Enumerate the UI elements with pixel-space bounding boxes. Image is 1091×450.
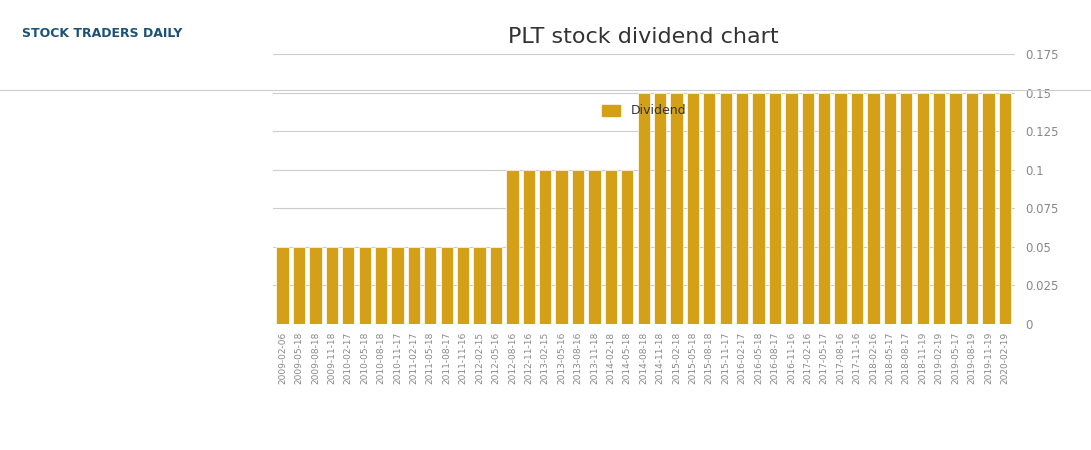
Legend: Dividend: Dividend bbox=[598, 101, 690, 121]
Bar bbox=[867, 93, 879, 324]
Text: STOCK TRADERS DAILY: STOCK TRADERS DAILY bbox=[22, 27, 182, 40]
Bar bbox=[753, 93, 765, 324]
Bar bbox=[326, 247, 338, 324]
Bar bbox=[949, 93, 961, 324]
Bar bbox=[998, 93, 1011, 324]
Text: PLT stock dividend chart: PLT stock dividend chart bbox=[508, 27, 779, 47]
Bar bbox=[588, 170, 601, 324]
Bar bbox=[473, 247, 485, 324]
Bar bbox=[900, 93, 912, 324]
Bar bbox=[966, 93, 979, 324]
Bar bbox=[392, 247, 404, 324]
Bar bbox=[835, 93, 847, 324]
Bar bbox=[343, 247, 355, 324]
Bar bbox=[704, 93, 716, 324]
Bar bbox=[736, 93, 748, 324]
Bar bbox=[884, 93, 896, 324]
Bar bbox=[424, 247, 436, 324]
Bar bbox=[818, 93, 830, 324]
Bar bbox=[637, 93, 650, 324]
Bar bbox=[720, 93, 732, 324]
Bar bbox=[506, 170, 518, 324]
Bar bbox=[441, 247, 453, 324]
Bar bbox=[276, 247, 289, 324]
Bar bbox=[786, 93, 798, 324]
Bar bbox=[359, 247, 371, 324]
Bar bbox=[375, 247, 387, 324]
Bar bbox=[654, 93, 667, 324]
Bar bbox=[982, 93, 995, 324]
Bar bbox=[555, 170, 567, 324]
Bar bbox=[769, 93, 781, 324]
Bar bbox=[572, 170, 584, 324]
Bar bbox=[490, 247, 502, 324]
Bar bbox=[292, 247, 305, 324]
Bar bbox=[523, 170, 535, 324]
Bar bbox=[670, 93, 683, 324]
Bar bbox=[309, 247, 322, 324]
Bar bbox=[604, 170, 618, 324]
Bar bbox=[802, 93, 814, 324]
Bar bbox=[457, 247, 469, 324]
Bar bbox=[916, 93, 928, 324]
Bar bbox=[408, 247, 420, 324]
Bar bbox=[933, 93, 945, 324]
Bar bbox=[851, 93, 863, 324]
Bar bbox=[621, 170, 634, 324]
Bar bbox=[539, 170, 551, 324]
Bar bbox=[686, 93, 699, 324]
